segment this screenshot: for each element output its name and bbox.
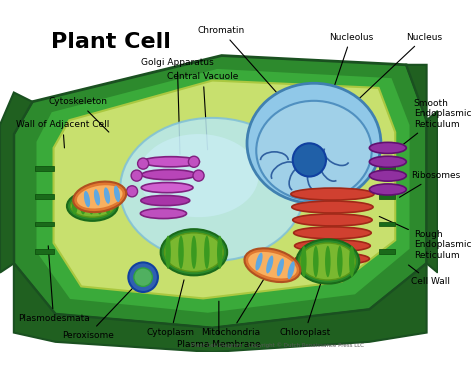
- Ellipse shape: [349, 246, 355, 277]
- Ellipse shape: [296, 239, 359, 284]
- Polygon shape: [14, 56, 427, 328]
- Text: Nucleolus: Nucleolus: [311, 33, 373, 154]
- Ellipse shape: [72, 198, 78, 214]
- Ellipse shape: [71, 195, 114, 217]
- Bar: [379, 167, 395, 171]
- Ellipse shape: [217, 236, 223, 269]
- Text: Chromatin: Chromatin: [198, 26, 294, 112]
- Ellipse shape: [313, 246, 319, 277]
- Ellipse shape: [141, 183, 193, 193]
- Ellipse shape: [89, 198, 94, 214]
- Bar: [379, 250, 395, 254]
- Ellipse shape: [266, 255, 273, 273]
- Ellipse shape: [294, 227, 371, 239]
- Polygon shape: [54, 81, 395, 298]
- Circle shape: [193, 170, 204, 181]
- Circle shape: [293, 143, 326, 176]
- Ellipse shape: [77, 185, 123, 209]
- Ellipse shape: [288, 261, 295, 279]
- Ellipse shape: [291, 188, 374, 200]
- Text: Wall of Adjacent Cell: Wall of Adjacent Cell: [16, 120, 109, 148]
- Ellipse shape: [165, 236, 171, 269]
- Ellipse shape: [138, 134, 258, 217]
- Text: Central Vacuole: Central Vacuole: [167, 72, 239, 150]
- Text: Nucleus: Nucleus: [353, 33, 442, 104]
- Text: Golgi Apparatus: Golgi Apparatus: [141, 57, 214, 154]
- Ellipse shape: [97, 198, 102, 214]
- Ellipse shape: [301, 246, 307, 277]
- Circle shape: [137, 158, 149, 169]
- Ellipse shape: [256, 101, 372, 201]
- Ellipse shape: [255, 253, 263, 270]
- Ellipse shape: [94, 189, 100, 206]
- Bar: [35, 250, 54, 254]
- Bar: [35, 167, 54, 171]
- Ellipse shape: [73, 182, 126, 212]
- Ellipse shape: [105, 198, 111, 214]
- Ellipse shape: [114, 186, 120, 202]
- Ellipse shape: [191, 236, 197, 269]
- Ellipse shape: [84, 191, 90, 207]
- Ellipse shape: [369, 170, 406, 181]
- Ellipse shape: [277, 258, 284, 276]
- Ellipse shape: [248, 252, 297, 279]
- Ellipse shape: [369, 142, 406, 153]
- Ellipse shape: [178, 236, 184, 269]
- Ellipse shape: [104, 187, 110, 204]
- Ellipse shape: [369, 184, 406, 195]
- Ellipse shape: [325, 246, 330, 277]
- Ellipse shape: [292, 201, 373, 213]
- Text: Smooth
Endoplasmic
Reticulum: Smooth Endoplasmic Reticulum: [397, 99, 471, 149]
- Ellipse shape: [67, 191, 118, 221]
- Text: Plant Cell Diagram - Copyright © Dutch Renaissance Press LLC: Plant Cell Diagram - Copyright © Dutch R…: [191, 343, 364, 348]
- Text: Cell Wall: Cell Wall: [409, 265, 450, 286]
- Ellipse shape: [120, 118, 305, 261]
- Circle shape: [134, 268, 152, 287]
- Bar: [35, 222, 54, 227]
- Text: Cytoplasm: Cytoplasm: [147, 280, 195, 337]
- Bar: [379, 194, 395, 199]
- Ellipse shape: [141, 195, 190, 206]
- Ellipse shape: [140, 208, 187, 219]
- Ellipse shape: [142, 157, 200, 167]
- Polygon shape: [406, 65, 438, 273]
- Bar: [379, 222, 395, 227]
- Polygon shape: [0, 93, 32, 273]
- Ellipse shape: [337, 246, 343, 277]
- Circle shape: [188, 156, 200, 167]
- Circle shape: [131, 170, 142, 181]
- Ellipse shape: [294, 240, 370, 252]
- Ellipse shape: [245, 248, 301, 282]
- Ellipse shape: [164, 233, 223, 272]
- Text: Ribosomes: Ribosomes: [400, 171, 460, 197]
- Text: Cytoskeleton: Cytoskeleton: [49, 97, 109, 132]
- Polygon shape: [14, 264, 427, 352]
- Ellipse shape: [161, 229, 227, 275]
- Ellipse shape: [247, 83, 381, 203]
- Text: Peroxisome: Peroxisome: [62, 279, 141, 340]
- Text: Plasma Membrane: Plasma Membrane: [177, 301, 261, 349]
- Ellipse shape: [204, 236, 210, 269]
- Polygon shape: [35, 68, 411, 314]
- Ellipse shape: [300, 243, 356, 280]
- Text: Chloroplast: Chloroplast: [279, 264, 330, 337]
- Bar: [35, 194, 54, 199]
- Text: Plasmodesmata: Plasmodesmata: [18, 246, 90, 323]
- Ellipse shape: [80, 198, 86, 214]
- Text: Rough
Endoplasmic
Reticulum: Rough Endoplasmic Reticulum: [379, 216, 471, 260]
- Ellipse shape: [293, 214, 372, 226]
- Text: Mitochondria: Mitochondria: [201, 268, 271, 337]
- Ellipse shape: [295, 253, 369, 265]
- Circle shape: [127, 186, 137, 197]
- Ellipse shape: [142, 169, 196, 180]
- Ellipse shape: [369, 156, 406, 167]
- Circle shape: [128, 262, 158, 292]
- Text: Plant Cell: Plant Cell: [51, 33, 171, 52]
